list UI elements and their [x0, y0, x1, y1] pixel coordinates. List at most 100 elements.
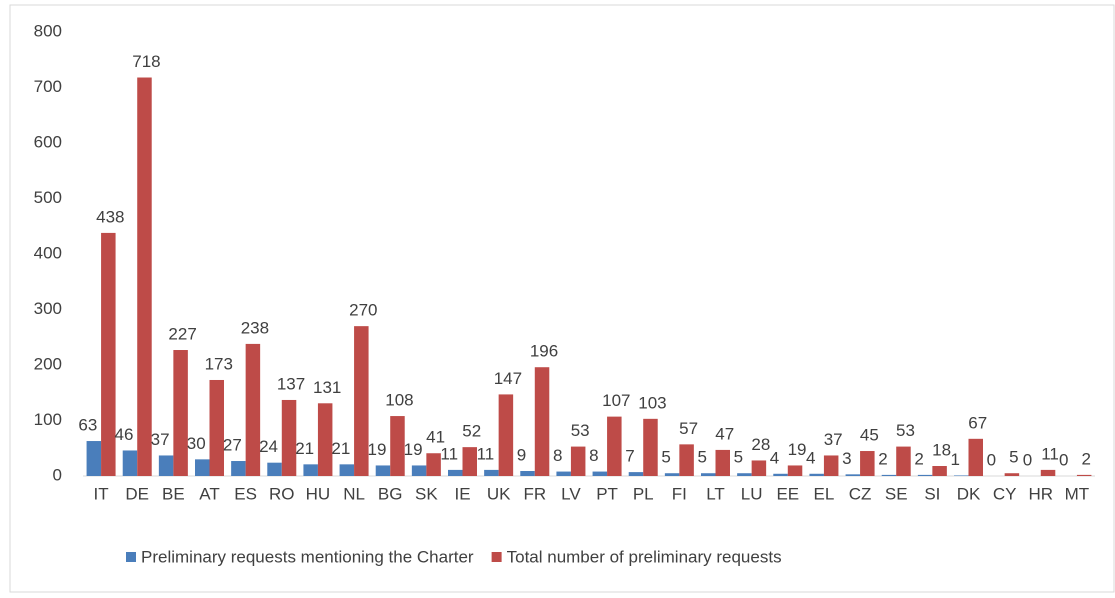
- bar: [122, 450, 138, 476]
- chart-border: [9, 4, 1115, 593]
- data-label: 108: [385, 391, 413, 410]
- data-label: 147: [494, 369, 522, 388]
- x-tick-label: CY: [993, 484, 1017, 503]
- x-tick-label: FR: [523, 484, 546, 503]
- bar: [267, 462, 282, 476]
- bar: [607, 416, 622, 476]
- data-label: 8: [589, 446, 598, 465]
- x-tick-label: EE: [776, 484, 799, 503]
- data-label: 11: [477, 444, 495, 463]
- x-tick-label: FI: [672, 484, 687, 503]
- legend-swatch: [126, 552, 136, 562]
- data-label: 131: [313, 378, 341, 397]
- bar: [354, 326, 369, 476]
- data-label: 19: [368, 440, 387, 459]
- bar: [932, 466, 947, 476]
- data-label: 227: [168, 324, 196, 343]
- bar: [787, 465, 803, 476]
- data-label: 0: [987, 450, 996, 469]
- data-label: 18: [932, 440, 951, 459]
- data-label: 1: [951, 450, 960, 469]
- data-label: 21: [331, 439, 350, 458]
- bar: [1004, 473, 1020, 476]
- data-label: 137: [277, 374, 305, 393]
- x-tick-label: CZ: [849, 484, 872, 503]
- x-tick-label: ES: [234, 484, 257, 503]
- bar: [448, 469, 463, 476]
- y-tick-label: 400: [34, 243, 62, 262]
- data-label: 53: [571, 421, 590, 440]
- data-label: 8: [553, 446, 562, 465]
- legend-label: Preliminary requests mentioning the Char…: [141, 547, 474, 566]
- data-label: 5: [734, 448, 743, 467]
- bar: [917, 474, 933, 476]
- bar: [281, 399, 297, 476]
- x-tick-label: IE: [454, 484, 470, 503]
- bar: [498, 394, 514, 476]
- data-label: 718: [132, 52, 160, 71]
- bar: [556, 471, 571, 476]
- data-label: 37: [151, 430, 170, 449]
- bar: [245, 343, 261, 476]
- data-label: 53: [896, 421, 915, 440]
- data-label: 3: [842, 449, 851, 468]
- x-tick-label: DK: [957, 484, 981, 503]
- x-tick-label: UK: [487, 484, 511, 503]
- bar: [303, 464, 318, 476]
- bar: [701, 473, 716, 476]
- bar: [231, 461, 246, 476]
- bar: [158, 455, 174, 476]
- bar: [845, 474, 861, 476]
- data-label: 2: [914, 449, 923, 468]
- data-label: 438: [96, 207, 124, 226]
- data-label: 173: [205, 354, 233, 373]
- y-tick-label: 500: [34, 188, 62, 207]
- data-label: 11: [440, 444, 458, 463]
- y-tick-label: 0: [53, 465, 62, 484]
- x-tick-label: NL: [343, 484, 365, 503]
- data-label: 196: [530, 342, 558, 361]
- bar: [570, 446, 586, 476]
- legend-swatch: [491, 552, 502, 562]
- x-tick-label: AT: [199, 484, 219, 503]
- data-label: 4: [770, 448, 779, 467]
- data-label: 27: [223, 435, 242, 454]
- bar: [375, 465, 391, 476]
- bar: [679, 444, 694, 476]
- data-label: 2: [878, 449, 887, 468]
- bar: [643, 418, 658, 476]
- bar: [968, 438, 983, 476]
- bar: [317, 403, 333, 476]
- data-label: 47: [715, 424, 734, 443]
- bar: [209, 379, 224, 476]
- x-tick-label: RO: [269, 484, 295, 503]
- x-tick-label: BG: [378, 484, 403, 503]
- bar: [773, 473, 788, 476]
- x-tick-label: MT: [1065, 484, 1090, 503]
- y-tick-label: 200: [34, 354, 62, 373]
- data-label: 19: [788, 440, 807, 459]
- bar: [426, 453, 441, 476]
- data-label: 24: [259, 437, 278, 456]
- data-label: 2: [1081, 449, 1090, 468]
- bar: [1040, 469, 1056, 476]
- bar: [411, 465, 427, 476]
- data-label: 5: [1009, 448, 1018, 467]
- bar: [896, 446, 911, 476]
- data-label: 11: [1041, 444, 1059, 463]
- bar: [484, 469, 499, 476]
- data-label: 4: [806, 448, 815, 467]
- x-tick-label: LU: [741, 484, 763, 503]
- data-label: 57: [679, 419, 698, 438]
- data-label: 238: [241, 318, 269, 337]
- x-tick-label: PL: [633, 484, 654, 503]
- bar: [86, 441, 102, 476]
- x-tick-label: BE: [162, 484, 185, 503]
- x-tick-label: DE: [125, 484, 149, 503]
- y-tick-label: 100: [34, 410, 62, 429]
- data-label: 5: [661, 448, 670, 467]
- data-label: 0: [1023, 450, 1032, 469]
- bar: [137, 77, 152, 476]
- bar: [664, 473, 680, 476]
- y-tick-label: 800: [34, 21, 62, 40]
